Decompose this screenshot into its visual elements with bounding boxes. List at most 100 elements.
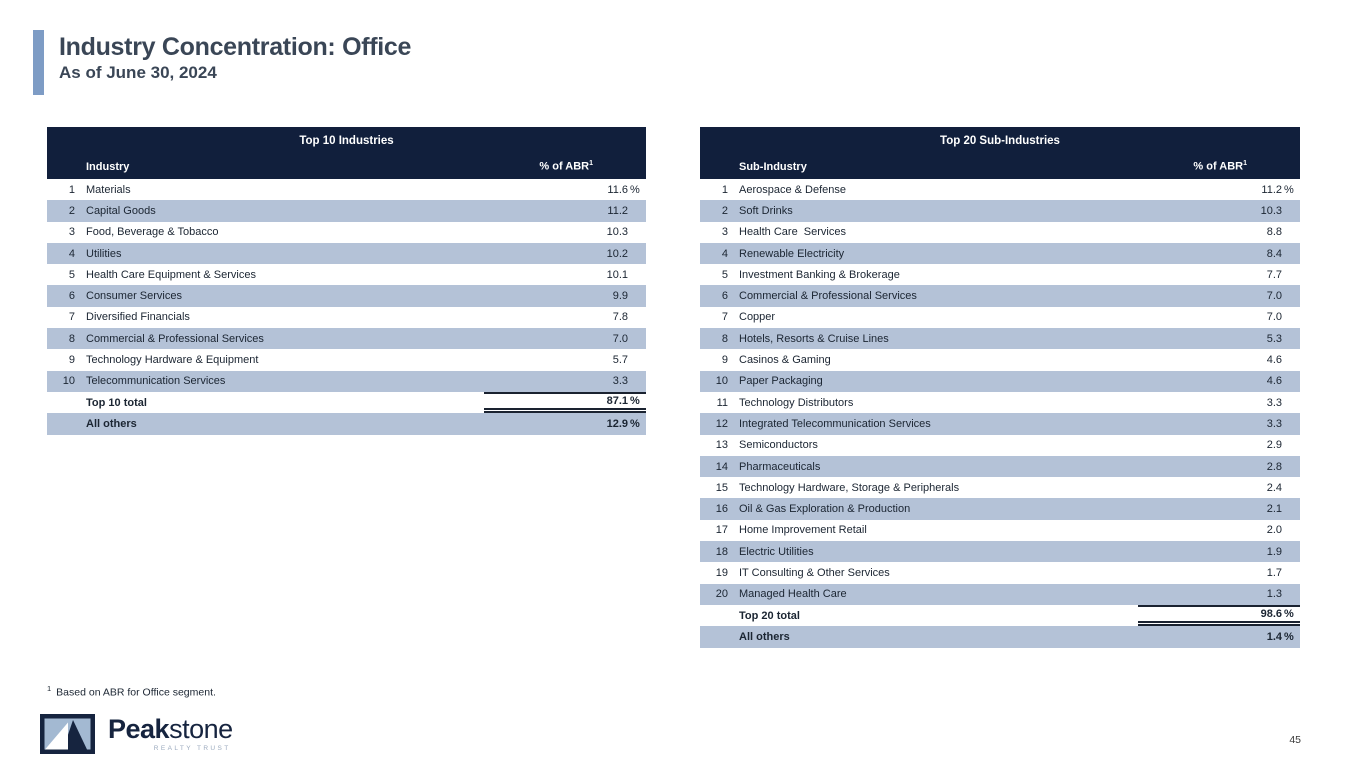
row-rank: 18 [715, 545, 728, 558]
row-rank: 4 [68, 247, 75, 260]
row-value-number: 7.0 [1266, 311, 1282, 324]
row-value-number: 1.3 [1266, 588, 1282, 601]
row-rank: 11 [716, 396, 728, 409]
row-value: 3.3 [1170, 413, 1300, 434]
table-row: 7 Diversified Financials 7.8 [47, 307, 646, 328]
row-value: 2.0 [1170, 520, 1300, 541]
table-row: 16 Oil & Gas Exploration & Production 2.1 [700, 498, 1300, 520]
column-header-sub-industry: Sub-Industry [739, 161, 807, 173]
row-label: Technology Hardware & Equipment [86, 354, 259, 367]
table-row: Top 20 total 98.6% [700, 604, 1300, 627]
table-row: 8 Commercial & Professional Services 7.0 [47, 328, 646, 350]
row-value-number: 5.7 [612, 354, 628, 367]
row-value: 10.1 [516, 264, 646, 285]
row-rank: 8 [68, 332, 75, 345]
table-row: All others 12.9% [47, 413, 646, 435]
column-header-row: Industry % of ABR1 [47, 152, 646, 179]
row-value-percent-sign: % [1284, 608, 1294, 621]
row-label: All others [739, 630, 790, 643]
row-value-number: 1.9 [1266, 545, 1282, 558]
row-value-number: 4.6 [1266, 354, 1282, 367]
row-value: 3.3 [516, 371, 646, 392]
row-value-number: 2.4 [1266, 481, 1282, 494]
peakstone-logo: Peakstone REALTY TRUST [40, 714, 233, 754]
table-row: 18 Electric Utilities 1.9 [700, 541, 1300, 563]
row-rank: 3 [721, 226, 728, 239]
row-value: 11.2% [1170, 179, 1300, 200]
row-rank: 2 [68, 204, 75, 217]
row-rank: 5 [68, 268, 75, 281]
table-row: 14 Pharmaceuticals 2.8 [700, 455, 1300, 478]
row-value: 8.8 [1170, 222, 1300, 243]
row-value-number: 10.3 [606, 226, 628, 239]
row-rank: 3 [68, 226, 75, 239]
row-value-percent-sign: % [630, 183, 640, 196]
row-rank: 17 [715, 524, 728, 537]
column-header-abr-label: % of ABR [539, 161, 590, 173]
footnote-marker: 1 [47, 684, 52, 693]
row-rank: 14 [715, 460, 728, 473]
row-label: Technology Hardware, Storage & Periphera… [739, 481, 960, 494]
row-rank: 7 [721, 311, 728, 324]
row-value: 10.3 [1170, 200, 1300, 221]
row-rank: 5 [721, 268, 728, 281]
row-value: 2.4 [1170, 477, 1300, 498]
row-label: Telecommunication Services [86, 375, 226, 388]
row-rank: 1 [721, 183, 728, 196]
table-row: Top 10 total 87.1% [47, 391, 646, 414]
row-value-number: 3.3 [612, 375, 628, 388]
row-label: Top 20 total [739, 609, 800, 622]
table-header: Top 20 Sub-Industries Sub-Industry % of … [700, 127, 1300, 179]
row-rank: 10 [62, 375, 75, 388]
row-value-number: 8.4 [1266, 247, 1282, 260]
table-row: 13 Semiconductors 2.9 [700, 435, 1300, 456]
row-label: Top 10 total [86, 396, 147, 409]
row-value: 10.3 [516, 222, 646, 243]
row-value: 1.9 [1170, 541, 1300, 562]
row-value-number: 2.9 [1266, 439, 1282, 452]
row-value-number: 9.9 [612, 290, 628, 303]
row-value-percent-sign: % [1284, 183, 1294, 196]
row-value: 5.3 [1170, 328, 1300, 349]
row-value-percent-sign: % [630, 395, 640, 408]
row-value: 7.0 [1170, 307, 1300, 328]
table-rows: 1 Materials 11.6% 2 Capital Goods 11.2 3 Food, … [47, 179, 646, 435]
column-header-abr: % of ABR1 [1140, 160, 1300, 173]
column-header-abr-label: % of ABR [1193, 161, 1244, 173]
row-rank: 16 [715, 503, 728, 516]
row-value-number: 10.3 [1260, 204, 1282, 217]
row-value: 1.3 [1170, 584, 1300, 605]
row-rank: 13 [715, 439, 728, 452]
row-value: 3.3 [1170, 392, 1300, 413]
row-value: 1.7 [1170, 562, 1300, 583]
row-value-number: 3.3 [1266, 396, 1282, 409]
table-row: 11 Technology Distributors 3.3 [700, 392, 1300, 413]
row-rank: 6 [68, 290, 75, 303]
table-row: 8 Hotels, Resorts & Cruise Lines 5.3 [700, 328, 1300, 350]
row-label: Investment Banking & Brokerage [739, 268, 900, 281]
row-label: Pharmaceuticals [739, 460, 821, 473]
row-value-number: 2.0 [1266, 524, 1282, 537]
row-label: Home Improvement Retail [739, 524, 867, 537]
footnote-text: Based on ABR for Office segment. [56, 686, 216, 699]
row-value-number: 2.1 [1266, 503, 1282, 516]
row-label: Integrated Telecommunication Services [739, 417, 931, 430]
row-label: Hotels, Resorts & Cruise Lines [739, 332, 889, 345]
page-subtitle: As of June 30, 2024 [59, 62, 217, 82]
row-value-number: 7.0 [1266, 290, 1282, 303]
table-row: 2 Capital Goods 11.2 [47, 200, 646, 222]
row-label: Utilities [86, 247, 122, 260]
row-value-number: 5.3 [1266, 332, 1282, 345]
row-value: 7.8 [516, 307, 646, 328]
title-accent-bar [33, 30, 44, 95]
table-row: 3 Health Care Services 8.8 [700, 222, 1300, 243]
row-label: Capital Goods [86, 204, 156, 217]
row-rank: 12 [715, 417, 728, 430]
row-value-percent-sign: % [1284, 630, 1294, 643]
row-value: 7.7 [1170, 264, 1300, 285]
row-value-number: 7.8 [612, 311, 628, 324]
column-header-row: Sub-Industry % of ABR1 [700, 152, 1300, 179]
row-rank: 2 [721, 204, 728, 217]
table-row: 1 Aerospace & Defense 11.2% [700, 179, 1300, 200]
row-rank: 10 [715, 375, 728, 388]
